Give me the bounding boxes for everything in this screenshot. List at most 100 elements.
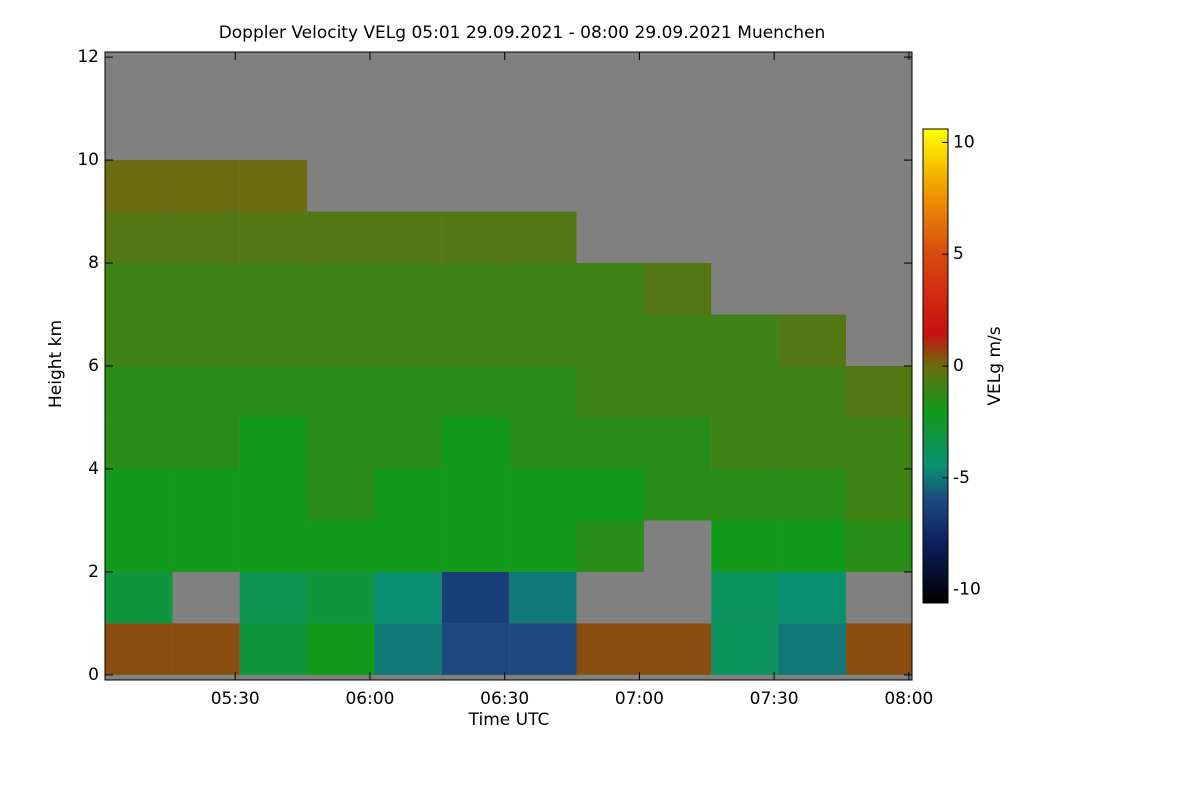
colorbar-label: VELg m/s	[985, 326, 1005, 405]
heatmap-cell	[374, 571, 442, 624]
heatmap-cell	[845, 623, 912, 675]
heatmap-cell	[643, 366, 712, 418]
heatmap-cell	[239, 366, 308, 418]
heatmap-cell	[172, 366, 240, 418]
heatmap-cell	[374, 623, 442, 675]
heatmap-cell	[374, 366, 442, 418]
heatmap-cell	[778, 520, 846, 572]
colorbar-tick-label: 5	[953, 244, 964, 264]
heatmap-cell	[711, 468, 779, 521]
heatmap-cell	[509, 571, 577, 624]
heatmap-cell	[643, 623, 712, 675]
heatmap-cell	[643, 468, 712, 521]
heatmap-cell	[509, 366, 577, 418]
heatmap-cell	[239, 417, 308, 469]
heatmap-cell	[643, 417, 712, 469]
heatmap-cell	[778, 417, 846, 469]
heatmap-cell	[307, 417, 375, 469]
y-tick-label: 0	[88, 665, 99, 685]
heatmap-cell	[105, 520, 173, 572]
heatmap-cell	[374, 314, 442, 366]
heatmap-cell	[711, 520, 779, 572]
heatmap-cell	[374, 211, 442, 264]
x-tick-label: 07:30	[750, 689, 799, 709]
y-tick-label: 2	[88, 562, 99, 582]
colorbar-tick-label: 10	[953, 132, 975, 152]
heatmap-cell	[845, 520, 912, 572]
colorbar-tick-label: -5	[953, 468, 970, 488]
heatmap-cell	[307, 211, 375, 264]
heatmap-cell	[239, 263, 308, 315]
heatmap-cell	[239, 468, 308, 521]
heatmap-cell	[441, 314, 510, 366]
heatmap-cell	[307, 571, 375, 624]
y-tick-label: 12	[77, 47, 99, 67]
heatmap-cell	[239, 160, 308, 212]
heatmap-cell	[509, 417, 577, 469]
heatmap-cell	[711, 314, 779, 366]
y-tick-label: 4	[88, 459, 99, 479]
heatmap-cell	[643, 314, 712, 366]
heatmap-cell	[643, 263, 712, 315]
heatmap-cell	[239, 623, 308, 675]
heatmap-cell	[374, 417, 442, 469]
colorbar-tick-label: -10	[953, 580, 981, 600]
heatmap-cell	[441, 417, 510, 469]
heatmap-cell	[105, 366, 173, 418]
x-axis-label: Time UTC	[468, 710, 550, 730]
heatmap-cell	[239, 520, 308, 572]
heatmap-cell	[778, 366, 846, 418]
heatmap-cell	[441, 520, 510, 572]
y-tick-label: 6	[88, 356, 99, 376]
heatmap-cell	[576, 468, 644, 521]
heatmap-cell	[105, 160, 173, 212]
heatmap-cell	[509, 468, 577, 521]
heatmap-cell	[172, 468, 240, 521]
heatmap-cell	[576, 366, 644, 418]
heatmap-cell	[509, 520, 577, 572]
heatmap-cell	[711, 366, 779, 418]
heatmap-cell	[374, 263, 442, 315]
heatmap-cell	[172, 417, 240, 469]
heatmap-cell	[778, 571, 846, 624]
x-tick-label: 06:30	[480, 689, 529, 709]
heatmap-cell	[172, 211, 240, 264]
x-tick-label: 07:00	[615, 689, 664, 709]
y-tick-label: 8	[88, 253, 99, 273]
heatmap-cell	[509, 263, 577, 315]
heatmap-cell	[509, 314, 577, 366]
heatmap-cell	[441, 468, 510, 521]
heatmap-cell	[711, 571, 779, 624]
colorbar-tick-label: 0	[953, 356, 964, 376]
heatmap-cell	[509, 623, 577, 675]
heatmap-cell	[374, 468, 442, 521]
heatmap-cell	[845, 366, 912, 418]
heatmap-cell	[576, 263, 644, 315]
heatmap-cell	[105, 417, 173, 469]
heatmap-cell	[307, 366, 375, 418]
heatmap-cell	[239, 211, 308, 264]
heatmap-cell	[845, 468, 912, 521]
heatmap-cell	[509, 211, 577, 264]
heatmap-cell	[239, 314, 308, 366]
heatmap-cell	[105, 314, 173, 366]
heatmap-cell	[172, 263, 240, 315]
heatmap-cell	[576, 314, 644, 366]
x-tick-label: 05:30	[211, 689, 260, 709]
heatmap-cell	[172, 520, 240, 572]
heatmap-cell	[307, 520, 375, 572]
heatmap-cell	[172, 160, 240, 212]
heatmap-cell	[105, 468, 173, 521]
heatmap-cell	[441, 211, 510, 264]
heatmap-cell	[845, 417, 912, 469]
heatmap-cell	[441, 571, 510, 624]
heatmap-cell	[711, 623, 779, 675]
heatmap-cell	[711, 417, 779, 469]
heatmap-cell	[307, 468, 375, 521]
heatmap-cell	[778, 314, 846, 366]
heatmap-cell	[105, 263, 173, 315]
x-tick-label: 06:00	[345, 689, 394, 709]
y-tick-label: 10	[77, 150, 99, 170]
heatmap-cell	[441, 263, 510, 315]
